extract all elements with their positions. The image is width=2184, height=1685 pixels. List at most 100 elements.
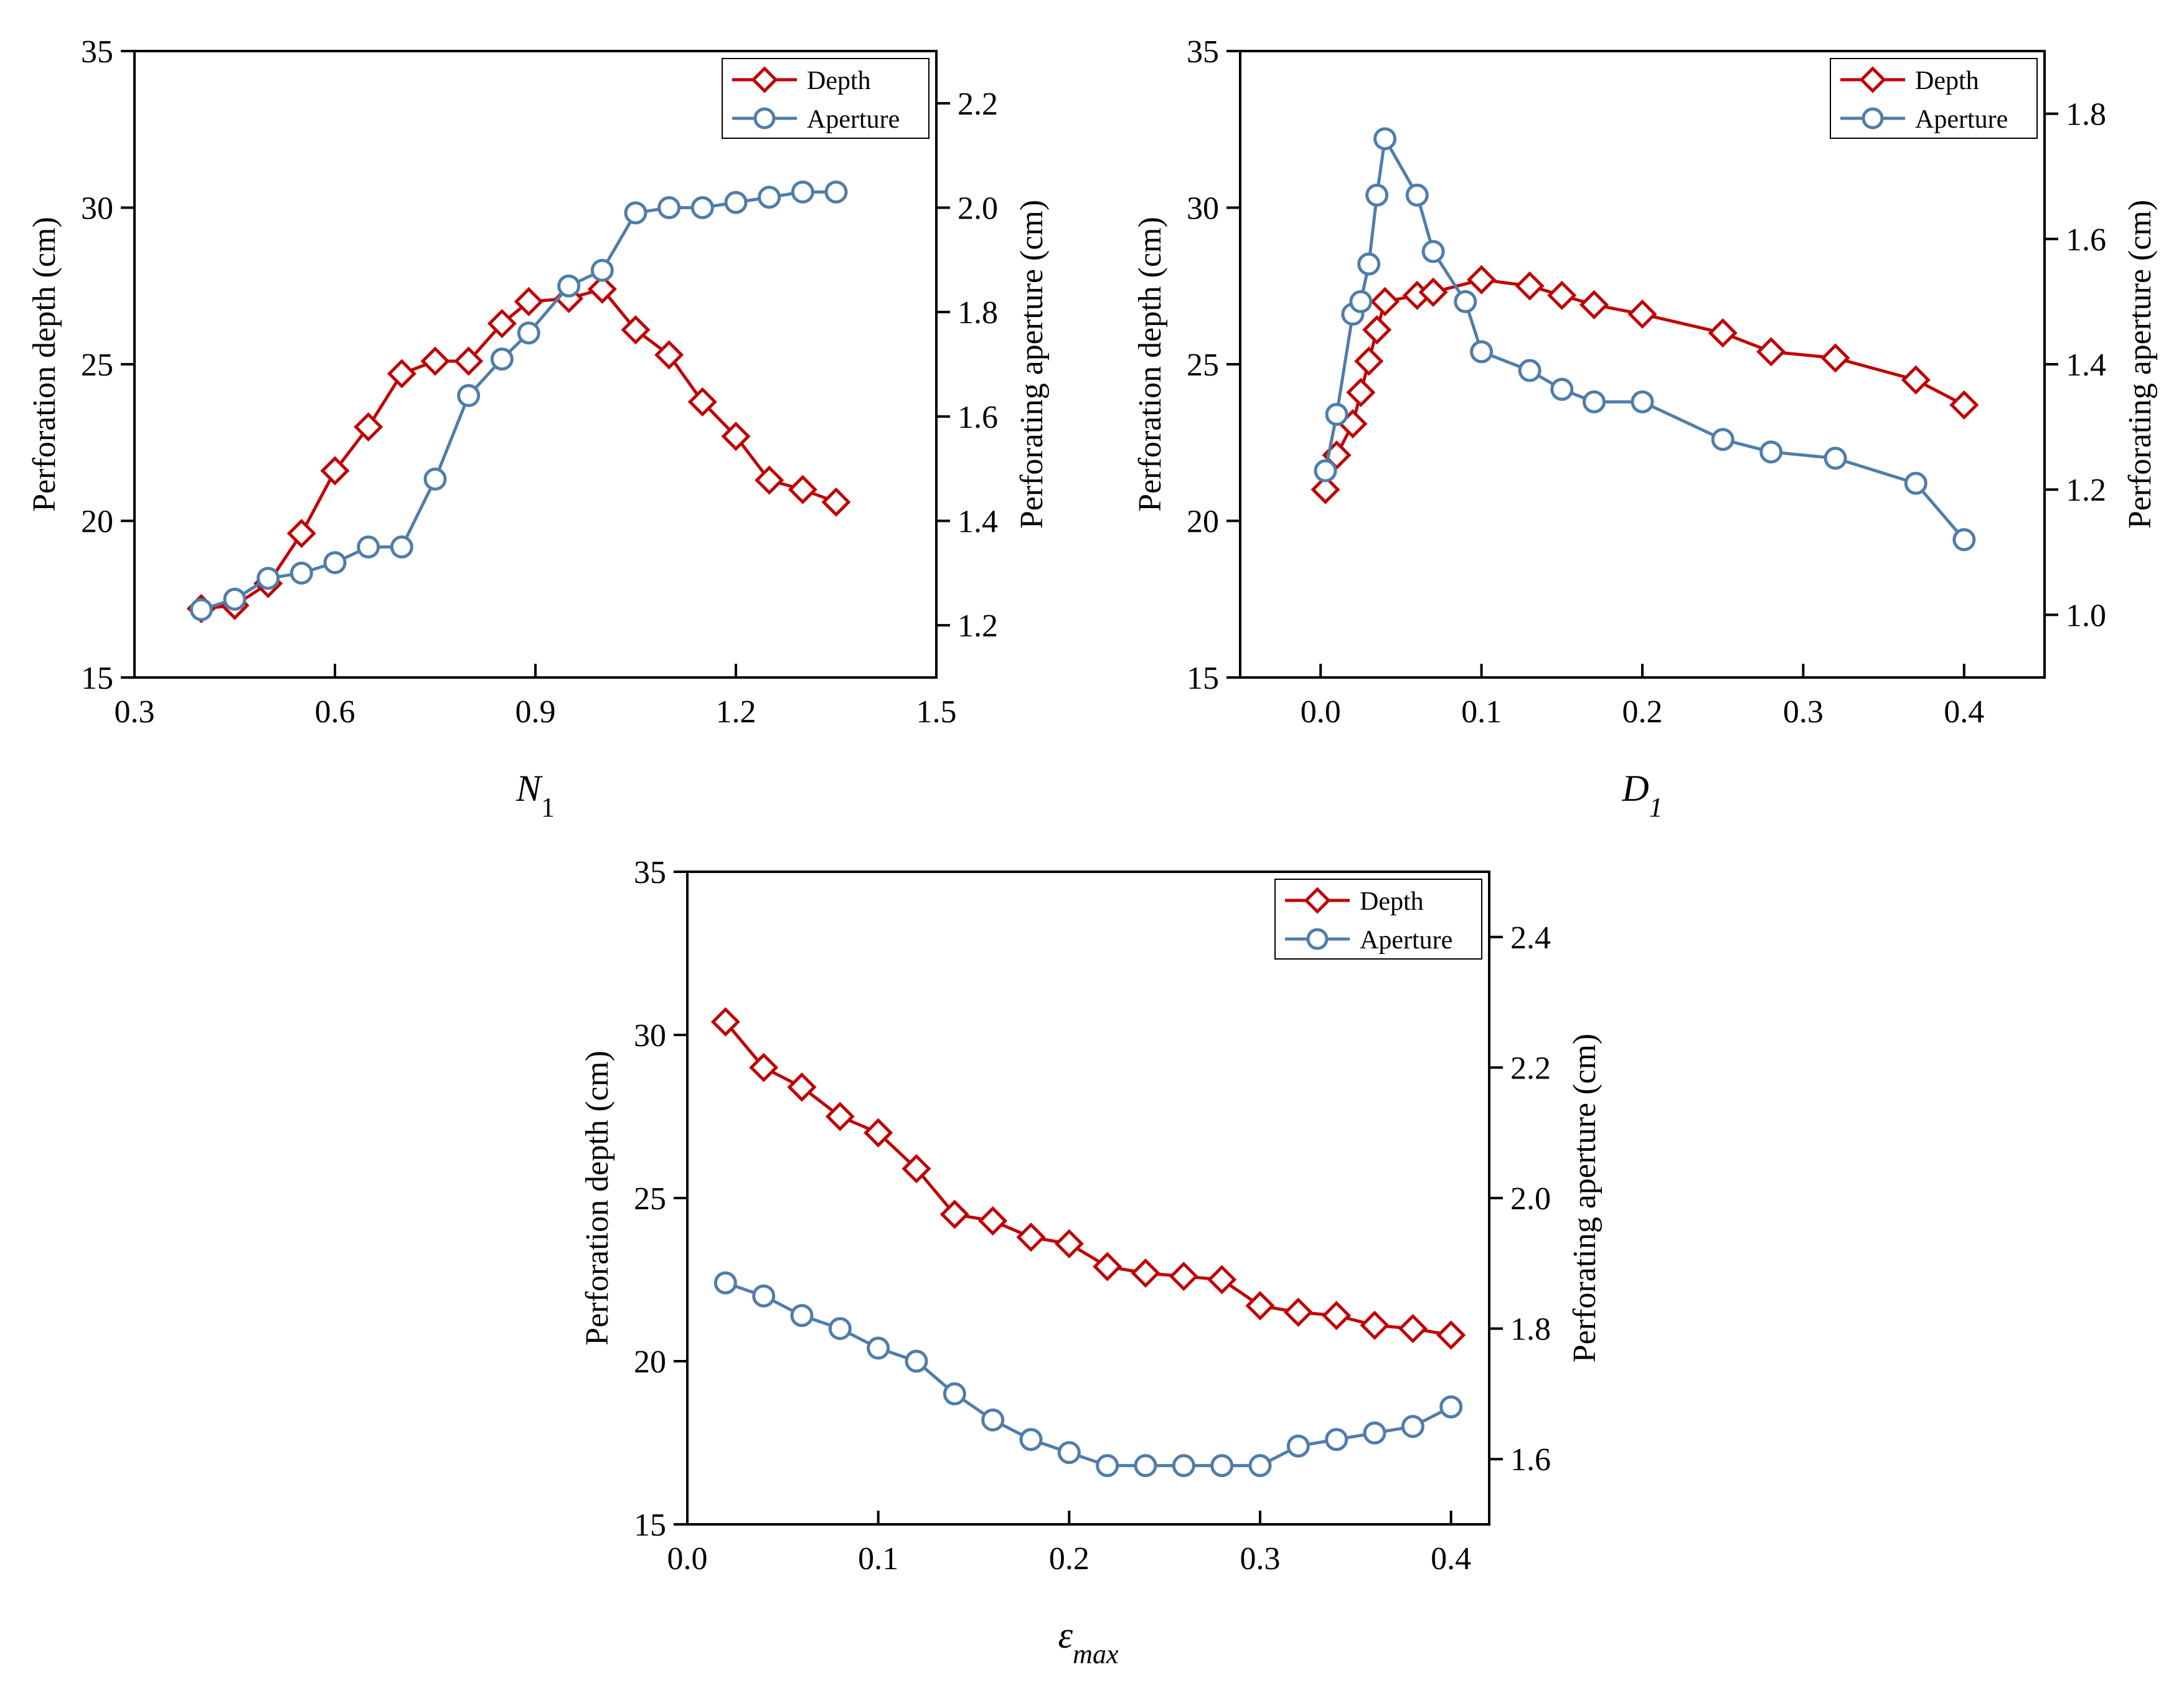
depth-point — [1708, 318, 1738, 348]
depth-point — [1016, 1222, 1046, 1252]
legend-label: Depth — [1360, 887, 1424, 916]
depth-point — [939, 1199, 969, 1229]
y-left-tick-label: 30 — [634, 1018, 666, 1054]
x-tick-label: 0.9 — [515, 694, 556, 730]
depth-point — [1207, 1265, 1237, 1295]
x-tick-label: 0.4 — [1431, 1541, 1471, 1577]
depth-point — [1547, 280, 1577, 310]
y-left-tick-label: 20 — [81, 504, 113, 540]
y-left-tick-label: 20 — [1187, 504, 1219, 540]
depth-point — [1467, 265, 1497, 295]
aperture-point — [1172, 1454, 1195, 1478]
x-tick-label: 0.3 — [1240, 1541, 1281, 1577]
y-right-tick-label: 1.4 — [2066, 347, 2106, 383]
depth-point — [1627, 299, 1657, 329]
aperture-point — [1550, 377, 1574, 401]
depth-point — [354, 412, 384, 442]
depth-point — [654, 340, 684, 370]
aperture-point — [1454, 290, 1477, 313]
aperture-point — [713, 1271, 737, 1295]
aperture-point — [1582, 390, 1606, 413]
chart-panel-n1: 0.3 0.6 0.9 1.2 1.5 15 20 25 30 35 1.2 1.4 1.6 1.8 2.0… — [27, 34, 1050, 823]
x-tick-label: 1.2 — [716, 694, 756, 730]
depth-point — [1370, 286, 1400, 316]
x-axis-title: N1 — [515, 768, 555, 823]
y-left-axis-title: Perforation depth (cm) — [1132, 217, 1168, 512]
depth-point — [454, 346, 484, 376]
y-right-axis-title: Perforating aperture (cm) — [1567, 1034, 1603, 1362]
aperture-point — [690, 196, 714, 219]
depth-point — [901, 1154, 931, 1184]
depth-point — [1054, 1229, 1084, 1258]
aperture-point — [828, 1317, 852, 1341]
y-right-tick-label: 1.2 — [958, 608, 998, 644]
y-left-tick-label: 35 — [81, 34, 113, 70]
x-axis-subscript: 1 — [1649, 792, 1663, 823]
depth-point — [721, 422, 751, 451]
y-left-tick-label: 30 — [1187, 191, 1219, 227]
y-right-tick-label: 2.2 — [958, 87, 998, 122]
x-tick-label: 0.0 — [667, 1541, 708, 1577]
y-right-tick-label: 1.6 — [958, 400, 998, 435]
legend: Depth Aperture — [722, 58, 930, 139]
depth-point — [1515, 271, 1545, 301]
depth-point — [1949, 390, 1979, 420]
depth-point — [1901, 365, 1931, 395]
legend: Depth Aperture — [1830, 58, 2038, 139]
aperture-point — [824, 180, 848, 204]
x-tick-label: 0.6 — [315, 694, 355, 730]
aperture-point — [1325, 402, 1349, 426]
y-right-axis-title: Perforating aperture (cm) — [2122, 200, 2158, 529]
aperture-point — [624, 201, 647, 225]
depth-point — [1169, 1262, 1198, 1291]
y-right-tick-label: 2.4 — [1510, 920, 1551, 956]
legend-label: Aperture — [1360, 926, 1452, 955]
aperture-point — [791, 180, 814, 204]
depth-point — [1131, 1258, 1160, 1288]
aperture-point — [1365, 183, 1389, 207]
aperture-point — [1134, 1454, 1157, 1478]
depth-point — [1245, 1291, 1275, 1321]
legend: Depth Aperture — [1274, 879, 1482, 960]
depth-point — [1362, 315, 1392, 345]
aperture-point — [257, 567, 280, 590]
aperture-point — [323, 551, 347, 575]
x-tick-label: 0.0 — [1301, 694, 1341, 730]
aperture-point — [724, 191, 748, 214]
x-axis-symbol: ε — [1058, 1615, 1073, 1656]
x-tick-label: 0.1 — [858, 1541, 898, 1577]
y-left-tick-label: 15 — [1187, 661, 1219, 696]
depth-point — [1322, 1301, 1352, 1331]
y-right-tick-label: 1.0 — [2066, 598, 2106, 633]
depth-point — [1756, 337, 1786, 367]
aperture-point — [1759, 440, 1783, 464]
depth-point — [514, 286, 544, 316]
aperture-point — [1019, 1428, 1043, 1451]
aperture-point — [1405, 183, 1429, 207]
aperture-point — [1248, 1454, 1272, 1478]
chart-panel-emax: 0.0 0.1 0.2 0.3 0.4 15 20 25 30 35 1.6 1.8 2.0 2.2 2.4… — [580, 855, 1603, 1669]
aperture-point — [390, 535, 413, 559]
depth-point — [1360, 1310, 1390, 1340]
aperture-point — [1373, 127, 1397, 151]
legend-marker-circle-icon — [1306, 928, 1329, 950]
aperture-point — [752, 1284, 776, 1308]
aperture-point — [1314, 459, 1337, 483]
x-tick-label: 0.2 — [1049, 1541, 1090, 1577]
x-axis-symbol: D — [1621, 768, 1649, 809]
aperture-point — [490, 347, 514, 371]
aperture-point — [1904, 471, 1927, 495]
aperture-point — [905, 1349, 928, 1373]
aperture-point — [1439, 1395, 1463, 1418]
aperture-point — [1096, 1454, 1119, 1478]
aperture-point — [590, 258, 614, 282]
aperture-point — [289, 561, 313, 585]
depth-point — [788, 474, 817, 504]
y-right-axis-title: Perforating aperture (cm) — [1014, 200, 1050, 529]
aperture-point — [1057, 1441, 1081, 1465]
x-tick-label: 0.3 — [115, 694, 155, 730]
y-left-axis-title: Perforation depth (cm) — [580, 1050, 615, 1346]
y-right-tick-label: 1.6 — [2066, 222, 2106, 258]
aperture-point — [1711, 428, 1734, 451]
depth-point — [749, 1052, 779, 1082]
